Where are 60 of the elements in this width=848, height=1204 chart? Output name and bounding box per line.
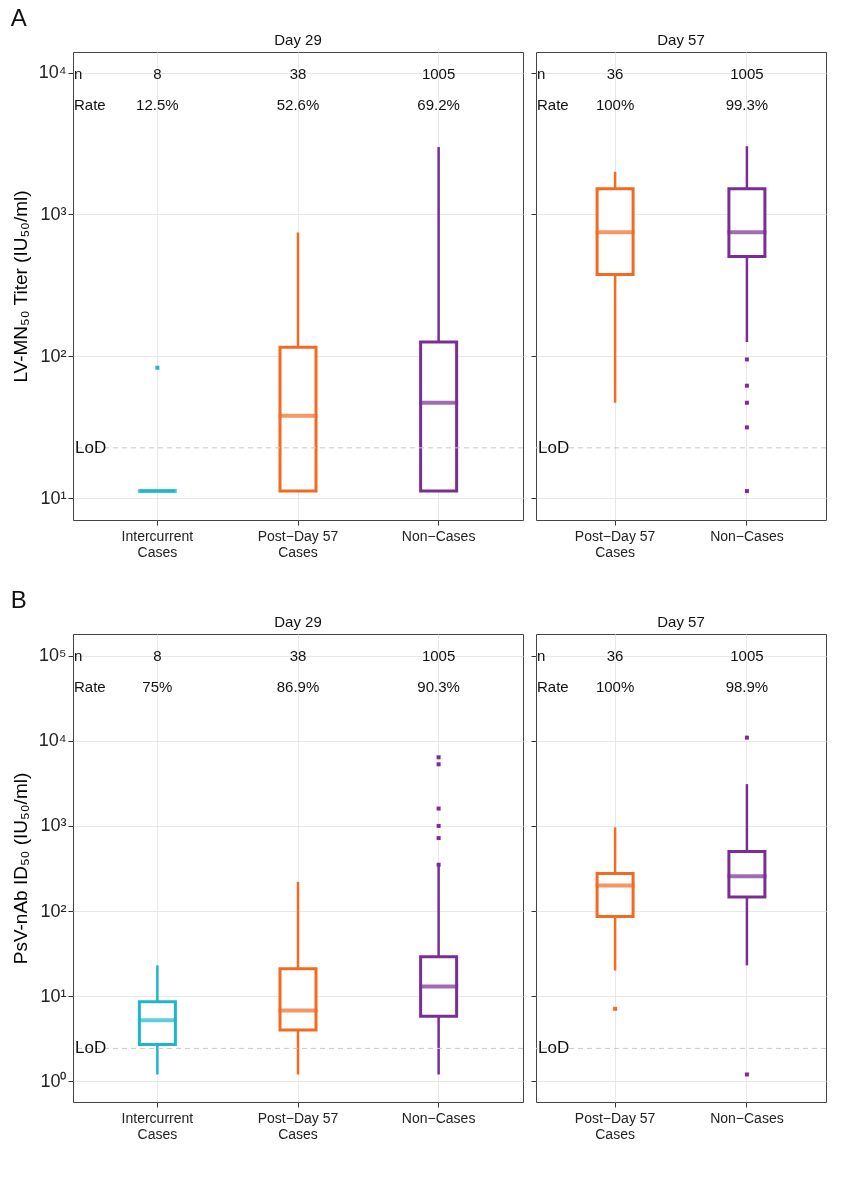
y-tick-label: 10⁴: [38, 730, 67, 751]
annotation: 86.9%: [276, 678, 320, 695]
annotation: Rate: [537, 678, 569, 695]
y-tick-label: 10⁵: [39, 645, 67, 666]
x-tick-label: Intercurrent Cases: [121, 1109, 194, 1142]
annotation: n: [74, 65, 83, 82]
annotation: 38: [289, 65, 307, 82]
text: A: [10, 3, 27, 31]
x-tick-label: Post−Day 57 Cases: [574, 1109, 656, 1142]
annotation: 1005: [421, 65, 456, 82]
ref-line-label: LoD: [538, 1038, 570, 1058]
x-tick-label: Non−Cases: [401, 1109, 476, 1126]
x-tick-label: Intercurrent Cases: [121, 527, 194, 560]
annotation: Rate: [74, 96, 106, 113]
text: B: [10, 585, 27, 613]
annotation: 99.3%: [725, 96, 769, 113]
annotation: Rate: [537, 96, 569, 113]
annotation: Rate: [74, 678, 106, 695]
annotation: 8: [153, 647, 162, 664]
annotation: 1005: [730, 647, 764, 664]
y-tick-label: 10¹: [40, 487, 67, 508]
annotation: n: [537, 647, 546, 664]
x-tick-label: Post−Day 57 Cases: [257, 527, 339, 560]
y-tick-label: 10³: [40, 203, 67, 224]
annotation: 12.5%: [136, 96, 179, 113]
annotation: 52.6%: [276, 96, 320, 113]
annotation: 36: [606, 65, 624, 82]
y-tick-label: 10²: [40, 900, 67, 921]
annotation: 100%: [595, 96, 635, 113]
x-tick-label: Post−Day 57 Cases: [574, 527, 656, 560]
chart-title: Day 57: [657, 613, 705, 630]
ref-line-label: LoD: [75, 437, 107, 457]
annotation: 38: [289, 647, 307, 664]
annotation: n: [74, 647, 83, 664]
y-tick-label: 10¹: [40, 985, 67, 1006]
x-tick-label: Non−Cases: [710, 527, 784, 544]
y-tick-label: 10⁴: [38, 62, 67, 83]
y-tick-label: 10²: [40, 345, 67, 366]
chart-title: Day 29: [274, 31, 322, 48]
x-tick-label: Non−Cases: [401, 527, 476, 544]
chart-title: Day 57: [657, 31, 705, 48]
annotation: 100%: [595, 678, 635, 695]
annotation: 1005: [421, 647, 456, 664]
annotation: 36: [606, 647, 624, 664]
annotation: 69.2%: [417, 96, 460, 113]
y-axis-title: PsV-nAb ID₅₀ (IU₅₀/ml): [9, 772, 31, 965]
chart-title: Day 29: [274, 613, 322, 630]
x-tick-label: Non−Cases: [710, 1109, 784, 1126]
annotation: 75%: [142, 678, 173, 695]
y-tick-label: 10⁰: [40, 1070, 67, 1091]
annotation: 98.9%: [725, 678, 769, 695]
ref-line-label: LoD: [75, 1038, 107, 1058]
annotation: n: [537, 65, 546, 82]
ref-line-label: LoD: [538, 437, 570, 457]
x-tick-label: Post−Day 57 Cases: [257, 1109, 339, 1142]
annotation: 1005: [730, 65, 764, 82]
y-tick-label: 10³: [40, 815, 67, 836]
y-axis-title: LV-MN₅₀ Titer (IU₅₀/ml): [9, 190, 31, 383]
annotation: 90.3%: [417, 678, 460, 695]
annotation: 8: [153, 65, 162, 82]
